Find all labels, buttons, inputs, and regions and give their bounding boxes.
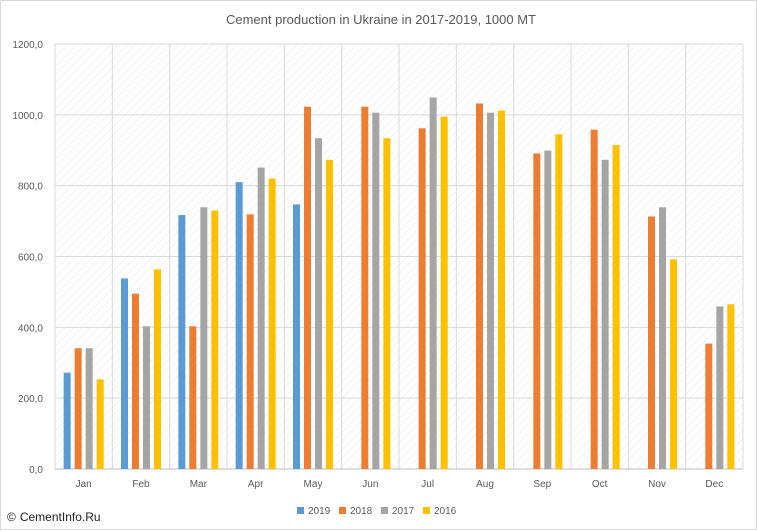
bar-2017-dec — [716, 306, 724, 469]
bar-2018-jan — [74, 348, 82, 469]
bar-2016-aug — [498, 110, 505, 469]
legend-label-2016: 2016 — [434, 506, 457, 517]
bar-2017-mar — [200, 207, 208, 470]
bar-2016-feb — [154, 269, 161, 469]
bar-2018-feb — [132, 293, 139, 469]
bar-2017-jul — [429, 97, 437, 470]
legend: 2019 2018 2017 2016 — [297, 506, 457, 517]
x-tick-label: Sep — [533, 479, 551, 490]
bar-2016-jul — [440, 116, 448, 470]
bar-2017-jun — [372, 112, 380, 469]
bar-2018-oct — [590, 129, 598, 470]
y-tick-label: 800,0 — [18, 182, 43, 193]
bar-2018-mar — [189, 326, 197, 469]
x-tick-label: Oct — [592, 479, 608, 490]
site-name: CementInfo.Ru — [20, 510, 101, 524]
footer-credit: © CementInfo.Ru — [7, 510, 101, 524]
x-tick-label: Jul — [421, 479, 434, 490]
legend-swatch-2019 — [297, 507, 304, 514]
y-axis-ticks: 0,0 200,0 400,0 600,0 800,0 1000,0 1200,0 — [12, 40, 43, 476]
bar-2019-mar — [178, 215, 186, 469]
bar-2016-jun — [383, 138, 391, 470]
bar-2016-apr — [268, 178, 276, 470]
bar-2016-mar — [211, 210, 219, 470]
bar-2018-apr — [246, 214, 254, 469]
bar-2017-apr — [257, 167, 265, 469]
x-axis-ticks: Jan Feb Mar Apr May Jun Jul Aug Sep Oct Nov Dec — [76, 479, 724, 490]
bar-2018-sep — [533, 153, 541, 469]
y-tick-label: 600,0 — [18, 253, 43, 264]
legend-swatch-2016 — [423, 507, 430, 514]
y-tick-label: 200,0 — [18, 394, 43, 405]
bar-2018-jun — [361, 106, 369, 469]
legend-swatch-2017 — [381, 507, 388, 514]
y-tick-label: 1200,0 — [12, 40, 43, 51]
bar-2019-apr — [235, 182, 243, 469]
bar-2016-nov — [670, 259, 677, 469]
bar-2016-dec — [727, 304, 735, 469]
copyright-symbol: © — [7, 510, 16, 524]
bar-2016-may — [326, 159, 333, 469]
bar-2017-may — [315, 138, 322, 470]
x-tick-label: May — [304, 479, 323, 490]
y-tick-label: 1000,0 — [12, 111, 43, 122]
legend-label-2017: 2017 — [392, 506, 415, 517]
bar-2019-may — [293, 204, 300, 469]
bar-2017-nov — [659, 207, 666, 470]
bar-2017-oct — [601, 159, 609, 469]
bar-2019-jan — [63, 372, 71, 469]
legend-swatch-2018 — [339, 507, 346, 514]
x-tick-label: Mar — [190, 479, 208, 490]
x-tick-label: Aug — [476, 479, 494, 490]
bar-2017-aug — [487, 112, 494, 469]
bar-2018-aug — [476, 103, 483, 469]
bar-2016-oct — [612, 144, 620, 469]
bar-2017-jan — [85, 348, 93, 469]
x-tick-label: Apr — [248, 479, 264, 490]
bar-2016-jan — [96, 379, 104, 469]
x-tick-label: Jun — [362, 479, 378, 490]
y-tick-label: 0,0 — [29, 465, 43, 476]
bar-2018-dec — [705, 343, 713, 469]
y-tick-label: 400,0 — [18, 323, 43, 334]
bars — [63, 97, 735, 470]
gridlines — [54, 43, 744, 470]
bar-2018-nov — [648, 216, 655, 469]
x-tick-label: Dec — [705, 479, 723, 490]
bar-2018-may — [304, 106, 311, 469]
bar-2016-sep — [555, 134, 563, 469]
bar-2018-jul — [418, 128, 426, 469]
bar-2019-feb — [121, 278, 128, 469]
x-tick-label: Nov — [648, 479, 666, 490]
legend-label-2018: 2018 — [350, 506, 373, 517]
x-tick-label: Feb — [132, 479, 150, 490]
bar-2017-sep — [544, 150, 552, 469]
bar-2017-feb — [143, 326, 150, 469]
chart-title: Cement production in Ukraine in 2017-201… — [226, 12, 536, 27]
legend-label-2019: 2019 — [308, 506, 331, 517]
x-tick-label: Jan — [76, 479, 92, 490]
